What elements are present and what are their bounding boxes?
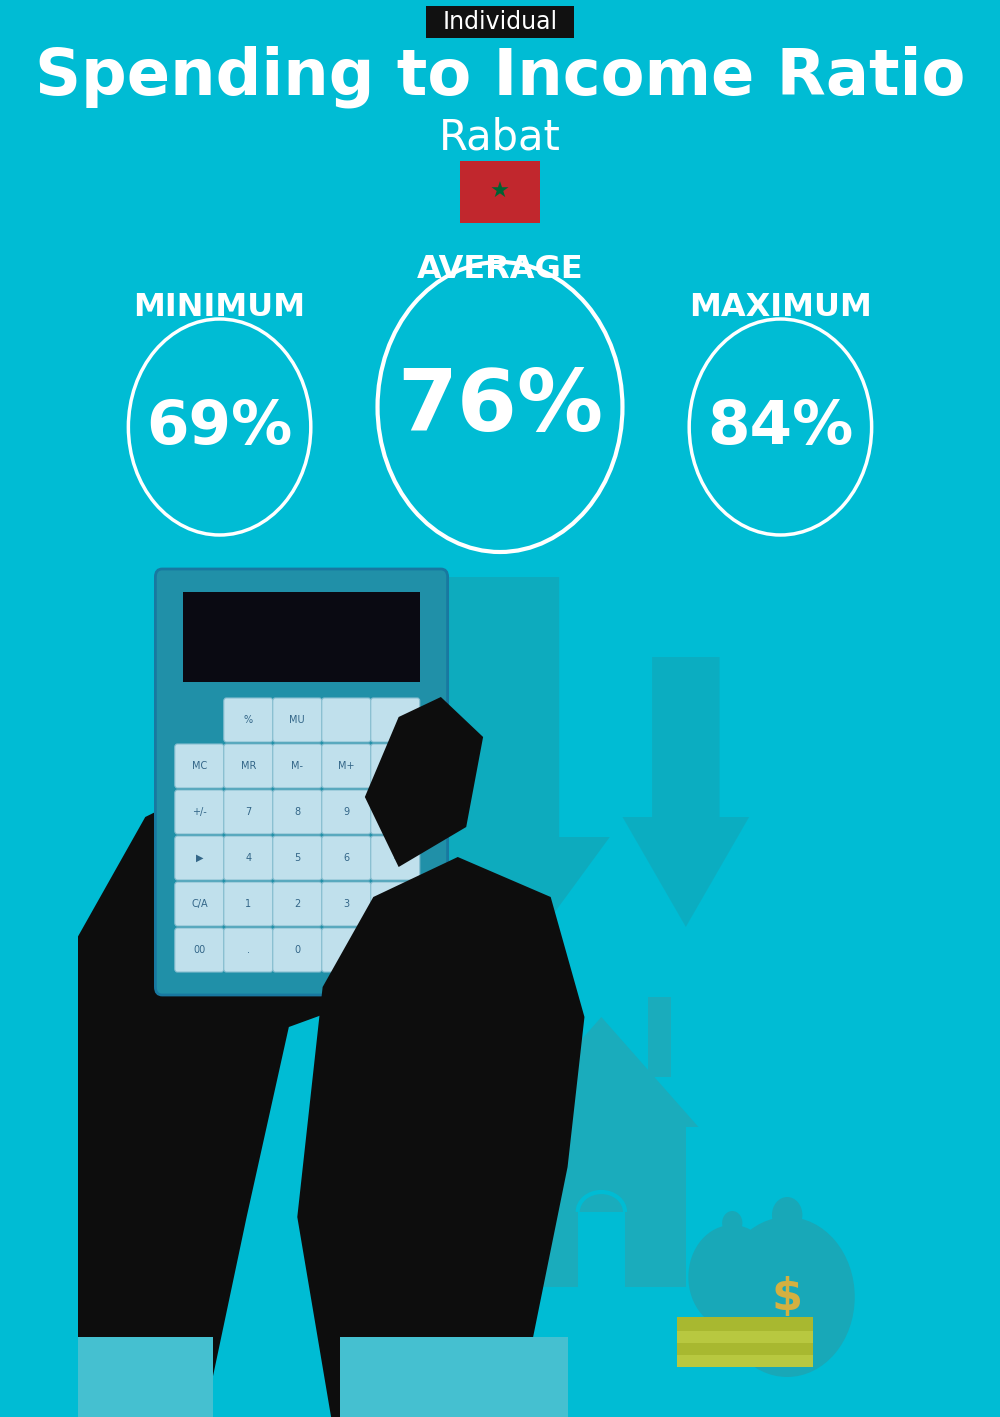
FancyBboxPatch shape [426, 6, 574, 38]
FancyBboxPatch shape [677, 1316, 813, 1331]
Circle shape [772, 1197, 802, 1233]
Text: Rabat: Rabat [439, 116, 561, 159]
FancyBboxPatch shape [322, 836, 371, 880]
FancyBboxPatch shape [273, 791, 322, 835]
Polygon shape [365, 697, 483, 867]
FancyBboxPatch shape [224, 881, 273, 925]
Polygon shape [297, 857, 584, 1417]
Polygon shape [517, 1127, 686, 1287]
Text: $: $ [772, 1275, 803, 1318]
Text: 69%: 69% [146, 398, 293, 456]
FancyBboxPatch shape [273, 881, 322, 925]
FancyBboxPatch shape [224, 791, 273, 835]
FancyBboxPatch shape [322, 744, 371, 788]
FancyBboxPatch shape [371, 836, 420, 880]
FancyBboxPatch shape [677, 1340, 813, 1355]
Polygon shape [340, 1338, 568, 1417]
FancyBboxPatch shape [175, 791, 224, 835]
Polygon shape [78, 767, 399, 1417]
Text: M-: M- [291, 761, 303, 771]
FancyBboxPatch shape [371, 699, 420, 743]
FancyBboxPatch shape [322, 928, 371, 972]
FancyBboxPatch shape [371, 928, 420, 972]
FancyBboxPatch shape [224, 928, 273, 972]
FancyBboxPatch shape [677, 1329, 813, 1343]
Polygon shape [504, 1017, 698, 1127]
Text: 5: 5 [294, 853, 300, 863]
Polygon shape [622, 657, 749, 927]
Polygon shape [578, 1212, 625, 1287]
Text: ▶: ▶ [196, 853, 203, 863]
Text: 9: 9 [343, 808, 349, 818]
Circle shape [720, 1217, 855, 1377]
FancyBboxPatch shape [175, 836, 224, 880]
Text: .: . [247, 945, 250, 955]
FancyBboxPatch shape [322, 699, 371, 743]
Text: M+: M+ [338, 761, 355, 771]
Circle shape [688, 1226, 776, 1329]
FancyBboxPatch shape [371, 744, 420, 788]
Text: ★: ★ [490, 181, 510, 203]
Text: %: % [244, 716, 253, 726]
Text: 4: 4 [245, 853, 251, 863]
Text: +/-: +/- [192, 808, 207, 818]
Text: 6: 6 [343, 853, 349, 863]
FancyBboxPatch shape [322, 791, 371, 835]
Text: MAXIMUM: MAXIMUM [689, 292, 872, 323]
Text: -: - [394, 853, 397, 863]
Text: 84%: 84% [707, 398, 854, 456]
FancyBboxPatch shape [273, 836, 322, 880]
Text: :: : [394, 761, 397, 771]
FancyBboxPatch shape [224, 699, 273, 743]
FancyBboxPatch shape [371, 881, 420, 925]
FancyBboxPatch shape [175, 744, 224, 788]
FancyBboxPatch shape [183, 592, 420, 682]
Polygon shape [390, 577, 610, 988]
FancyBboxPatch shape [175, 928, 224, 972]
Text: 3: 3 [343, 898, 349, 908]
FancyBboxPatch shape [224, 744, 273, 788]
Circle shape [722, 1212, 742, 1236]
Text: MC: MC [192, 761, 207, 771]
FancyBboxPatch shape [371, 791, 420, 835]
FancyBboxPatch shape [175, 881, 224, 925]
Text: x: x [392, 808, 398, 818]
Text: 0: 0 [294, 945, 300, 955]
Polygon shape [648, 998, 671, 1077]
FancyBboxPatch shape [677, 1353, 813, 1367]
Text: MU: MU [289, 716, 305, 726]
Text: 1: 1 [245, 898, 251, 908]
Text: 76%: 76% [397, 366, 603, 449]
FancyBboxPatch shape [273, 744, 322, 788]
Text: C/A: C/A [191, 898, 208, 908]
Text: 7: 7 [245, 808, 251, 818]
FancyBboxPatch shape [155, 570, 448, 995]
FancyBboxPatch shape [322, 881, 371, 925]
FancyBboxPatch shape [460, 162, 540, 222]
Text: MR: MR [241, 761, 256, 771]
Text: Spending to Income Ratio: Spending to Income Ratio [35, 45, 965, 108]
Polygon shape [78, 1338, 213, 1417]
Text: AVERAGE: AVERAGE [417, 254, 583, 285]
FancyBboxPatch shape [224, 836, 273, 880]
Text: 8: 8 [294, 808, 300, 818]
FancyBboxPatch shape [273, 699, 322, 743]
Text: MINIMUM: MINIMUM [134, 292, 306, 323]
Text: 2: 2 [294, 898, 300, 908]
Text: 00: 00 [193, 945, 205, 955]
Text: Individual: Individual [442, 10, 558, 34]
FancyBboxPatch shape [273, 928, 322, 972]
